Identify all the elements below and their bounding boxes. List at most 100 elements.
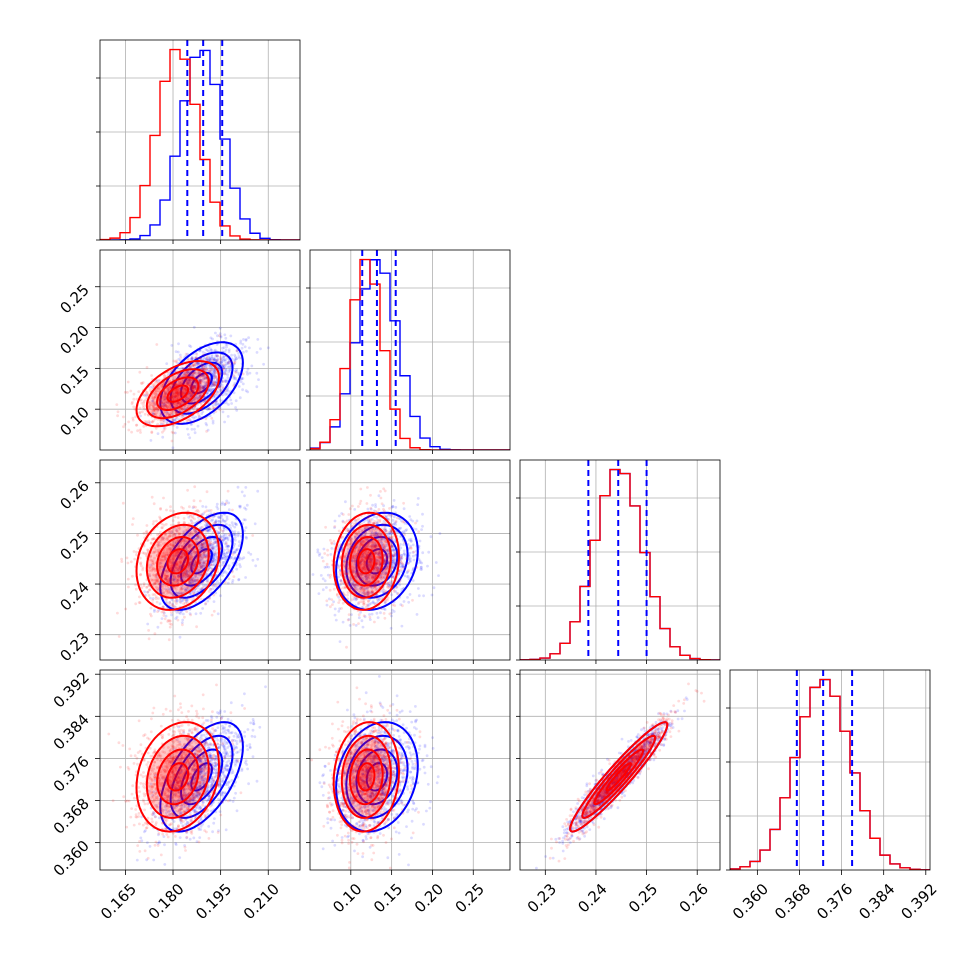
sample-point	[168, 625, 172, 629]
sample-point	[200, 565, 203, 569]
sample-point	[120, 560, 124, 563]
sample-point	[152, 401, 156, 405]
sample-point	[180, 599, 184, 602]
sample-point	[158, 582, 162, 586]
sample-point	[186, 418, 190, 422]
sample-point	[339, 578, 343, 582]
sample-point	[171, 395, 174, 398]
sample-point	[190, 515, 194, 518]
sample-point	[173, 395, 177, 399]
sample-point	[189, 553, 193, 557]
sample-point	[168, 558, 172, 562]
sample-point	[188, 378, 192, 382]
sample-point	[183, 577, 187, 581]
sample-point	[169, 397, 172, 400]
sample-point	[376, 553, 380, 557]
sample-point	[204, 417, 208, 421]
sample-point	[144, 398, 148, 402]
sample-point	[158, 378, 161, 382]
sample-point	[123, 390, 127, 394]
sample-point	[139, 431, 142, 434]
sample-point	[152, 409, 156, 412]
sample-point	[166, 390, 170, 393]
sample-point	[184, 387, 188, 391]
sample-point	[197, 545, 201, 549]
sample-point	[214, 548, 218, 552]
sample-point	[195, 356, 198, 359]
sample-point	[166, 400, 169, 404]
sample-point	[196, 361, 200, 365]
sample-point	[151, 522, 155, 526]
sample-point	[176, 388, 180, 392]
sample-point	[162, 611, 166, 615]
sample-point	[193, 528, 197, 532]
sample-point	[203, 564, 206, 568]
sample-point	[134, 583, 138, 587]
sample-point	[188, 581, 191, 585]
sample-point	[209, 386, 212, 389]
sample-point	[215, 556, 219, 559]
sample-point	[200, 366, 204, 370]
sample-point	[232, 575, 236, 578]
sample-point	[202, 385, 205, 389]
sample-point	[366, 576, 370, 580]
sample-point	[163, 557, 167, 561]
sample-point	[155, 578, 159, 582]
sample-point	[218, 389, 222, 393]
sample-point	[175, 579, 179, 582]
sample-point	[176, 550, 180, 554]
sample-point	[190, 422, 194, 426]
sample-point	[401, 565, 405, 568]
sample-point	[149, 555, 153, 558]
sample-point	[170, 344, 174, 347]
sample-point	[191, 543, 195, 547]
sample-point	[207, 566, 211, 569]
sample-point	[177, 544, 181, 548]
sample-point	[206, 529, 209, 533]
sample-point	[138, 428, 142, 432]
sample-point	[191, 372, 195, 376]
sample-point	[166, 406, 170, 409]
sample-point	[199, 536, 203, 539]
sample-point	[356, 584, 359, 588]
sample-point	[188, 581, 192, 585]
sample-point	[176, 530, 179, 534]
sample-point	[214, 359, 218, 362]
sample-point	[222, 557, 226, 560]
sample-point	[153, 412, 157, 416]
sample-point	[194, 385, 198, 389]
sample-point	[177, 552, 180, 555]
sample-point	[203, 377, 207, 380]
sample-point	[223, 364, 226, 368]
sample-point	[161, 605, 165, 609]
sample-point	[421, 512, 424, 516]
sample-point	[231, 524, 235, 527]
sample-point	[217, 519, 221, 523]
sample-point	[188, 386, 192, 390]
sample-point	[204, 529, 208, 533]
sample-point	[171, 557, 175, 561]
sample-point	[213, 540, 216, 544]
sample-point	[225, 522, 228, 526]
sample-point	[168, 385, 172, 389]
sample-point	[209, 349, 213, 352]
sample-point	[210, 356, 214, 360]
sample-point	[152, 502, 156, 506]
sample-point	[184, 569, 188, 572]
sample-point	[164, 400, 168, 403]
sample-point	[227, 403, 230, 406]
sample-point	[157, 579, 161, 583]
sample-point	[162, 398, 166, 402]
sample-point	[380, 537, 384, 541]
sample-point	[377, 494, 381, 498]
sample-point	[175, 391, 179, 395]
sample-point	[184, 352, 188, 356]
sample-point	[238, 563, 242, 566]
contour-series-1	[159, 341, 244, 425]
sample-point	[210, 384, 214, 388]
sample-point	[186, 382, 190, 385]
sample-point	[135, 550, 138, 554]
sample-point	[181, 578, 184, 582]
sample-point	[153, 395, 157, 399]
